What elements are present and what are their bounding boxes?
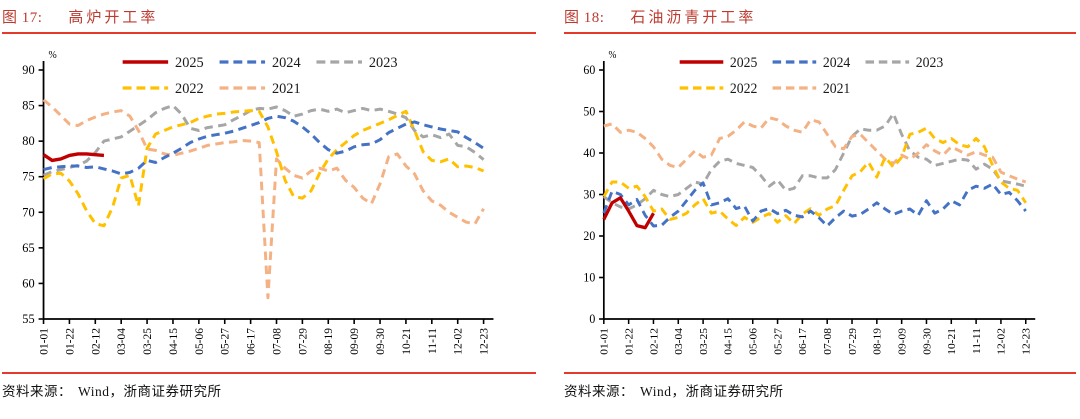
- figure-17-source-text: Wind，浙商证券研究所: [78, 384, 222, 399]
- legend-label-2023: 2023: [916, 55, 943, 71]
- x-tick-label: 11-11: [427, 328, 439, 354]
- figure-17-source-rule: [2, 372, 536, 374]
- y-tick-label: 20: [583, 229, 595, 243]
- figure-18-source-rule: [564, 372, 1076, 374]
- series-2023-line: [42, 104, 485, 177]
- x-tick-label: 07-08: [822, 328, 834, 355]
- x-tick-label: 06-17: [246, 328, 258, 355]
- figure-18-line-chart: % 60 50 40 30 20 10 0 01-01 01-22 02-12 03-04 03-25 0…: [564, 34, 1076, 366]
- series-2021-line: [42, 98, 485, 300]
- legend-label-2025: 2025: [175, 55, 204, 71]
- x-tick-label: 07-29: [297, 328, 309, 355]
- y-tick-label: 85: [22, 99, 34, 113]
- y-tick-label: 90: [22, 63, 34, 77]
- x-tick-label: 02-12: [648, 328, 660, 355]
- y-tick-label: 60: [583, 63, 595, 77]
- x-tick-label: 09-09: [349, 328, 361, 355]
- series-2022-line: [42, 109, 485, 228]
- y-tick-label: 40: [583, 146, 595, 160]
- y-tick-label: 65: [22, 241, 34, 255]
- line-chart-svg: % 90 85 80 75 70 65 60 55 01-01 01-22 02-12 03-04 03-…: [22, 50, 494, 355]
- legend-label-2022: 2022: [730, 81, 757, 97]
- series-2024-line: [43, 114, 485, 176]
- figure-18-source-label: 资料来源：: [564, 384, 634, 399]
- x-tick-label: 01-01: [599, 328, 611, 355]
- x-tick-label: 05-06: [194, 328, 206, 355]
- y-tick-label: 55: [22, 312, 34, 326]
- figure-17-source-label: 资料来源：: [2, 384, 72, 399]
- x-tick-label: 01-01: [39, 328, 51, 355]
- x-tick-label: 12-02: [453, 328, 465, 355]
- legend-label-2024: 2024: [823, 55, 850, 71]
- series-2025-line: [42, 152, 105, 163]
- figure-18-source-text: Wind，浙商证券研究所: [640, 384, 784, 399]
- x-tick-label: 08-19: [323, 328, 335, 355]
- x-tick-label: 10-21: [401, 328, 413, 355]
- y-tick-label: 30: [583, 187, 595, 201]
- figure-18-caption: 图 18: 石油沥青开工率: [564, 6, 1076, 27]
- figure-17-caption: 图 17: 高炉开工率: [2, 6, 536, 27]
- figure-17-caption-number: 图 17:: [2, 10, 43, 26]
- y-tick-label: 0: [589, 312, 595, 326]
- legend-label-2024: 2024: [272, 55, 301, 71]
- legend-label-2021: 2021: [823, 81, 850, 97]
- figure-18-source: 资料来源： Wind，浙商证券研究所: [564, 380, 1076, 400]
- series-2022-line: [602, 126, 1027, 228]
- x-tick-label: 04-15: [723, 328, 735, 355]
- x-tick-label: 04-15: [168, 328, 180, 355]
- x-tick-label: 05-27: [220, 328, 232, 355]
- y-tick-label: 50: [583, 104, 595, 118]
- x-tick-label: 05-27: [773, 328, 785, 355]
- figure-17-blast-furnace: 图 17: 高炉开工率 % 90 85 80 75 70 65 60 55 01-01 01-22 02…: [2, 6, 536, 400]
- figure-18-caption-rule: [564, 32, 1076, 34]
- y-tick-label: 60: [22, 276, 34, 290]
- figure-17-line-chart: % 90 85 80 75 70 65 60 55 01-01 01-22 02-12 03-04 03-…: [2, 34, 536, 366]
- y-axis-unit-label: %: [609, 50, 617, 61]
- x-tick-label: 01-22: [64, 328, 76, 355]
- x-tick-label: 12-23: [479, 328, 491, 355]
- line-chart-svg: % 60 50 40 30 20 10 0 01-01 01-22 02-12 03-04 03-25 0…: [583, 50, 1036, 355]
- x-tick-label: 02-12: [90, 328, 102, 355]
- y-tick-label: 10: [583, 270, 595, 284]
- x-tick-label: 03-25: [698, 328, 710, 355]
- x-tick-label: 11-11: [971, 328, 983, 354]
- y-tick-label: 80: [22, 134, 34, 148]
- x-tick-label: 08-19: [872, 328, 884, 355]
- x-tick-label: 05-06: [748, 328, 760, 355]
- figure-18-caption-number: 图 18:: [564, 10, 605, 26]
- x-tick-label: 07-29: [847, 328, 859, 355]
- y-tick-label: 75: [22, 170, 34, 184]
- x-tick-label: 12-23: [1021, 328, 1033, 355]
- x-tick-label: 06-17: [797, 328, 809, 355]
- legend-label-2023: 2023: [369, 55, 398, 71]
- x-tick-label: 09-30: [922, 328, 934, 355]
- series-2024-line: [602, 181, 1027, 228]
- x-tick-label: 07-08: [272, 328, 284, 355]
- x-tick-label: 03-04: [116, 328, 128, 355]
- figure-17-caption-title: 高炉开工率: [68, 10, 159, 26]
- legend-label-2025: 2025: [730, 55, 757, 71]
- legend-label-2021: 2021: [272, 81, 301, 97]
- series-2025-line: [602, 196, 655, 230]
- y-tick-label: 70: [22, 205, 34, 219]
- x-tick-label: 10-21: [946, 328, 958, 355]
- figure-17-source: 资料来源： Wind，浙商证券研究所: [2, 380, 536, 400]
- legend-label-2022: 2022: [175, 81, 204, 97]
- figure-18-caption-title: 石油沥青开工率: [630, 10, 757, 26]
- figure-17-caption-rule: [2, 32, 536, 34]
- x-tick-label: 09-09: [897, 328, 909, 355]
- x-tick-label: 09-30: [375, 328, 387, 355]
- x-tick-label: 03-04: [673, 328, 685, 355]
- series-2021-line: [603, 116, 1027, 184]
- x-tick-label: 01-22: [624, 328, 636, 355]
- series-2023-line: [602, 112, 1027, 211]
- y-axis-unit-label: %: [48, 50, 56, 61]
- x-tick-label: 03-25: [142, 328, 154, 355]
- x-tick-label: 12-02: [996, 328, 1008, 355]
- figure-18-petroleum-asphalt: 图 18: 石油沥青开工率 % 60 50 40 30 20 10 0 01-01 01-22 02-…: [540, 0, 1080, 419]
